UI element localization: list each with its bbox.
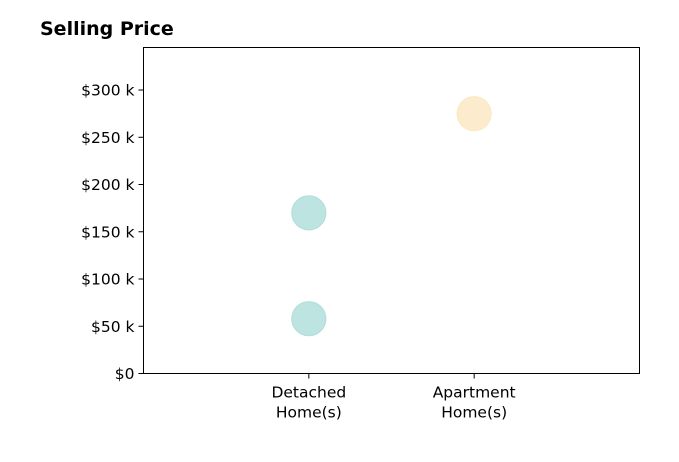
y-tick-label: $250 k bbox=[81, 129, 134, 147]
chart-title: Selling Price bbox=[40, 18, 174, 40]
data-point bbox=[291, 301, 327, 337]
y-tick-label: $50 k bbox=[91, 318, 135, 336]
y-axis: $0 $50 k $100 k $150 k $200 k $250 k $300 k bbox=[81, 82, 144, 383]
data-point bbox=[456, 96, 492, 132]
y-tick-label: $300 k bbox=[81, 82, 134, 100]
plot-frame bbox=[143, 47, 640, 374]
x-tick-label: Detached Home(s) bbox=[271, 384, 346, 422]
y-tick-label: $100 k bbox=[81, 271, 134, 289]
y-tick-label: $0 bbox=[115, 365, 135, 383]
data-points bbox=[291, 96, 492, 337]
x-tick-label: Apartment Home(s) bbox=[433, 384, 516, 422]
data-point bbox=[291, 195, 327, 231]
y-tick-label: $200 k bbox=[81, 176, 134, 194]
x-axis: Detached Home(s) Apartment Home(s) bbox=[271, 373, 516, 422]
y-tick-label: $150 k bbox=[81, 223, 134, 241]
